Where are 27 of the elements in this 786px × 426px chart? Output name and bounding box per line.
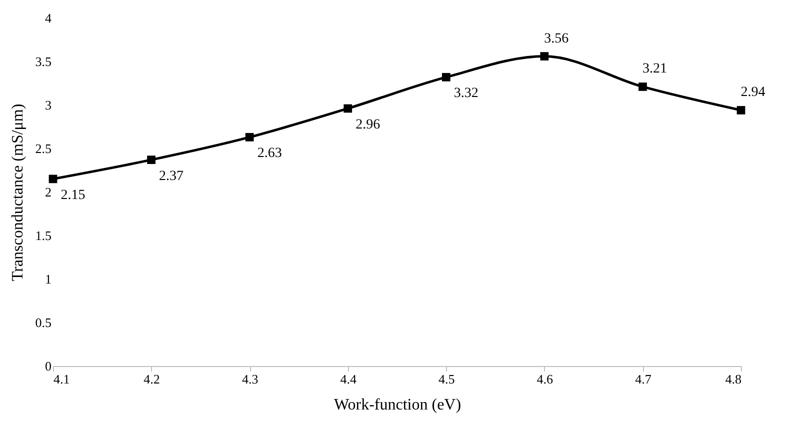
data-label: 2.63: [257, 146, 282, 162]
data-label: 2.37: [159, 168, 184, 184]
data-label: 2.15: [60, 188, 86, 203]
y-axis-title: Transconductance (mS/μm): [9, 104, 26, 282]
x-tick-label: 4.7: [635, 372, 652, 386]
x-tick-label: 4.4: [340, 372, 357, 386]
x-tick-label: 4.6: [536, 372, 554, 386]
data-label: 3.21: [642, 62, 667, 77]
x-tick-label: 4.8: [725, 372, 742, 386]
data-label: 3.56: [544, 31, 569, 46]
y-tick-label: 1.5: [35, 228, 52, 243]
y-tick-label: 0: [45, 358, 52, 374]
x-tick-label: 4.1: [54, 372, 70, 386]
data-label: 2.96: [356, 117, 380, 132]
y-tick-label: 0.5: [35, 315, 52, 330]
data-label: 2.94: [740, 85, 766, 100]
y-tick-label: 4: [45, 10, 52, 26]
x-tick-label: 4.5: [438, 372, 455, 386]
y-tick-label: 2: [45, 184, 52, 200]
y-tick-label: 3.5: [35, 54, 52, 69]
x-axis-title: Work-function (eV): [334, 396, 462, 414]
x-tick-label: 4.2: [144, 372, 160, 386]
data-label: 3.32: [454, 86, 478, 102]
y-tick-label: 1: [45, 272, 52, 286]
y-tick-label: 2.5: [35, 141, 52, 156]
x-tick-label: 4.3: [242, 372, 258, 386]
y-tick-label: 3: [45, 98, 52, 112]
